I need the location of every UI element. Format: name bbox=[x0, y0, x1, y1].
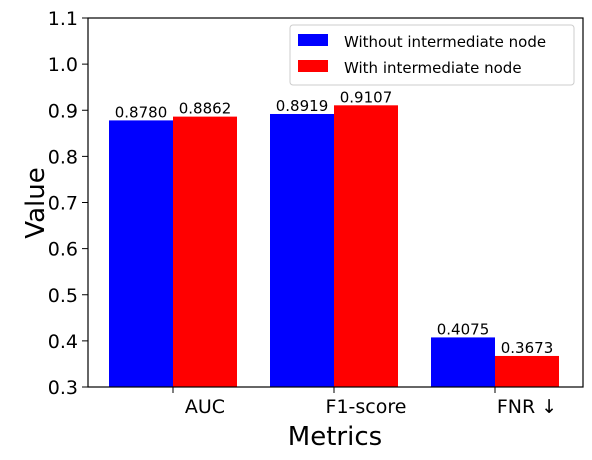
bar-value-label: 0.8919 bbox=[276, 97, 329, 115]
bar-with-2 bbox=[495, 355, 559, 387]
y-tick-label: 0.7 bbox=[48, 193, 78, 215]
bar-with-0 bbox=[173, 116, 237, 388]
y-axis-title: Value bbox=[21, 167, 51, 238]
legend: Without intermediate node With intermedi… bbox=[289, 24, 575, 86]
bar-value-label: 0.8862 bbox=[179, 100, 232, 118]
bar-with-1 bbox=[334, 105, 398, 387]
bar-value-label: 0.4075 bbox=[437, 320, 490, 338]
legend-label-with: With intermediate node bbox=[344, 59, 522, 77]
bar-without-2 bbox=[431, 337, 495, 387]
y-tick-label: 0.5 bbox=[48, 285, 78, 307]
bar-value-label: 0.8780 bbox=[115, 103, 168, 121]
x-tick-label: F1-score bbox=[326, 396, 407, 418]
legend-swatch-without bbox=[298, 34, 328, 46]
bar-value-label: 0.3673 bbox=[501, 339, 554, 357]
bars bbox=[109, 105, 559, 388]
y-tick-label: 0.3 bbox=[48, 377, 78, 399]
y-tick-label: 0.4 bbox=[48, 331, 78, 353]
y-tick-label: 0.9 bbox=[48, 100, 78, 122]
y-tick-label: 1.1 bbox=[48, 8, 78, 30]
plot-frame bbox=[87, 17, 584, 388]
data-labels: 0.8780 0.8862 0.8919 0.9107 0.4075 0.3673 bbox=[115, 88, 554, 357]
x-tick-label: FNR ↓ bbox=[497, 396, 557, 418]
legend-box bbox=[289, 24, 575, 86]
bar-value-label: 0.9107 bbox=[340, 88, 393, 106]
x-tick-label: AUC bbox=[185, 396, 225, 418]
x-tick-labels: AUC F1-score FNR ↓ bbox=[172, 387, 557, 418]
legend-label-without: Without intermediate node bbox=[344, 33, 546, 51]
y-ticks: 0.3 0.4 0.5 0.6 0.7 0.8 0.9 1.0 1.1 bbox=[48, 8, 88, 399]
y-tick-label: 0.6 bbox=[48, 239, 78, 261]
y-tick-label: 1.0 bbox=[48, 54, 78, 76]
bar-without-1 bbox=[270, 113, 334, 388]
y-tick-label: 0.8 bbox=[48, 146, 78, 168]
bar-without-0 bbox=[109, 120, 173, 388]
legend-swatch-with bbox=[298, 60, 328, 72]
x-axis-title: Metrics bbox=[288, 422, 382, 452]
